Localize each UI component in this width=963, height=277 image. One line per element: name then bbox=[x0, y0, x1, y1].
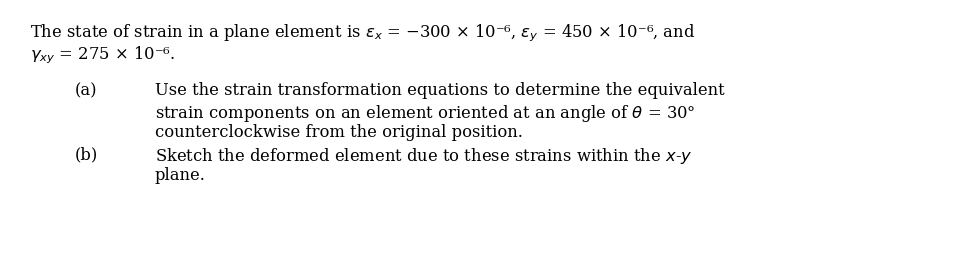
Text: $\gamma_{xy}$ = 275 × 10⁻⁶.: $\gamma_{xy}$ = 275 × 10⁻⁶. bbox=[30, 44, 175, 66]
Text: (b): (b) bbox=[75, 146, 98, 163]
Text: plane.: plane. bbox=[155, 167, 206, 184]
Text: (a): (a) bbox=[75, 82, 97, 99]
Text: counterclockwise from the original position.: counterclockwise from the original posit… bbox=[155, 124, 523, 141]
Text: Use the strain transformation equations to determine the equivalent: Use the strain transformation equations … bbox=[155, 82, 724, 99]
Text: Sketch the deformed element due to these strains within the $x$-$y$: Sketch the deformed element due to these… bbox=[155, 146, 692, 166]
Text: strain components on an element oriented at an angle of $\theta$ = 30°: strain components on an element oriented… bbox=[155, 103, 695, 124]
Text: The state of strain in a plane element is $\epsilon_x$ = −300 × 10⁻⁶, $\epsilon_: The state of strain in a plane element i… bbox=[30, 22, 695, 43]
